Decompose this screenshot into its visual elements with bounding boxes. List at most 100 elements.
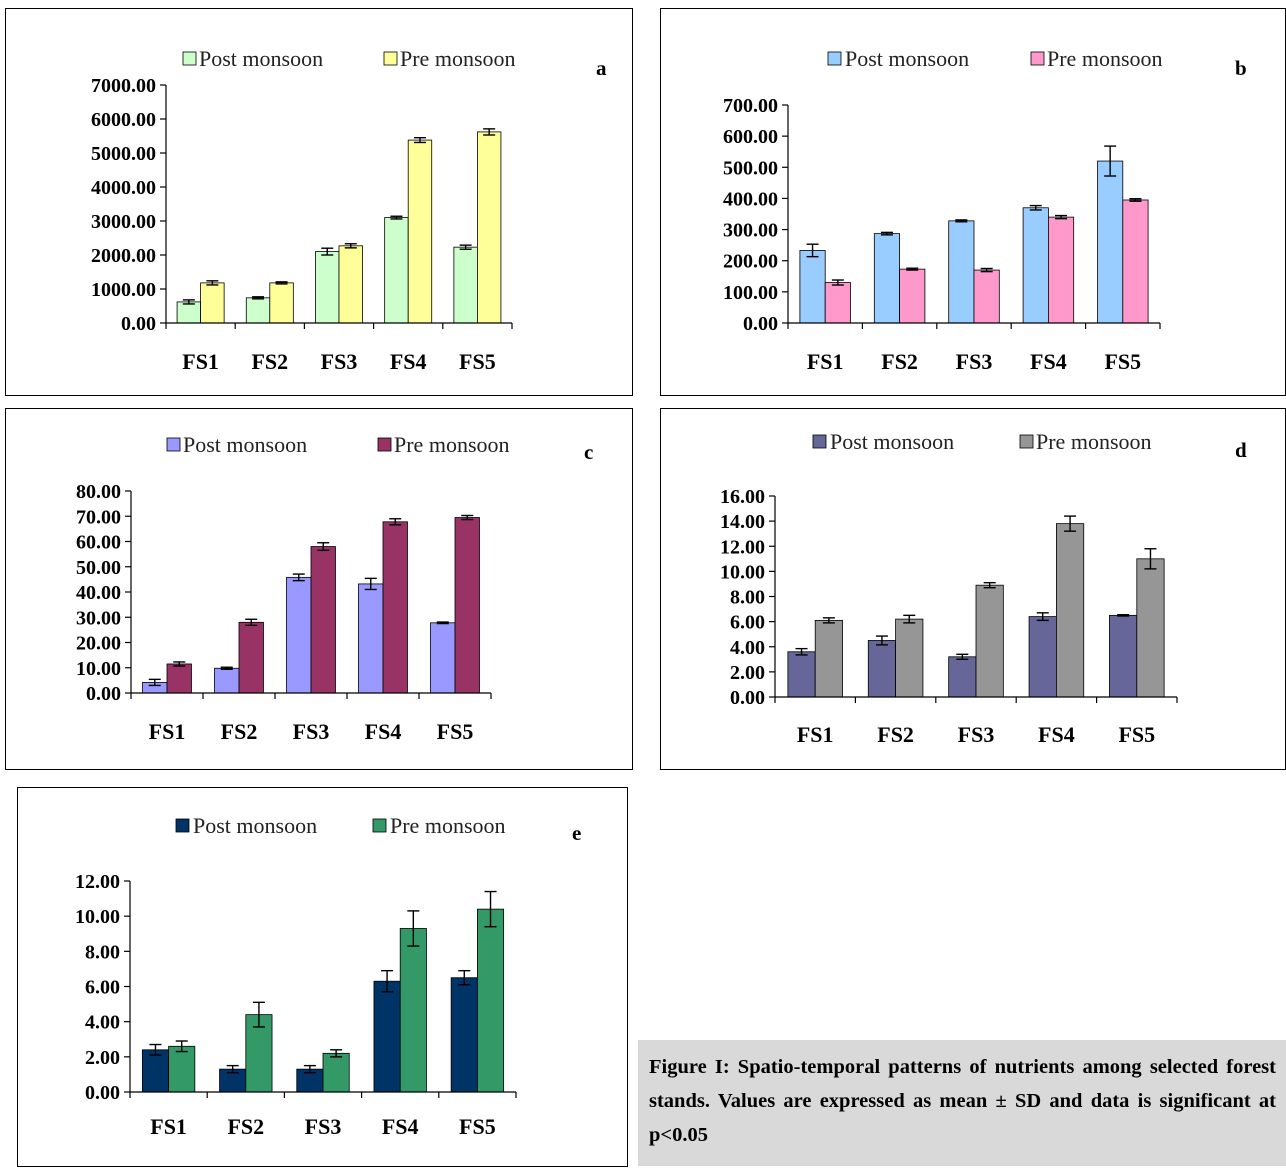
x-tick-label: FS5 [1118, 722, 1155, 747]
bar [867, 640, 897, 698]
bar [1122, 199, 1149, 324]
bar [453, 246, 478, 324]
legend-label-post-monsoon: Post monsoon [183, 432, 307, 457]
y-tick-label: 4.00 [85, 1012, 120, 1034]
bar [238, 621, 264, 694]
chart-panel-b: 0.00 100.00 200.00 300.00 400.00 500.00 600.00… [660, 8, 1286, 396]
y-tick-label: 3000.00 [91, 211, 156, 233]
y-tick-label: 700.00 [723, 95, 778, 117]
y-tick-label: 6000.00 [91, 109, 156, 131]
x-tick-label: FS3 [321, 349, 358, 374]
bar [214, 667, 240, 694]
x-tick-label: FS4 [382, 1114, 419, 1139]
bar [824, 282, 851, 324]
x-tick-label: FS1 [182, 349, 219, 374]
y-tick-label: 0.00 [86, 683, 121, 705]
bar [200, 282, 225, 324]
y-tick-label: 30.00 [76, 607, 121, 629]
x-tick-label: FS1 [149, 719, 186, 744]
bar [899, 268, 926, 324]
y-tick-label: 10.00 [76, 658, 121, 680]
bar [166, 663, 192, 694]
bar [873, 233, 901, 324]
legend-label-post-monsoon: Post monsoon [830, 429, 954, 454]
legend-label-post-monsoon: Post monsoon [845, 46, 969, 71]
y-tick-label: 400.00 [723, 188, 778, 210]
bar [176, 301, 202, 324]
bar [384, 217, 409, 324]
x-tick-label: FS2 [227, 1114, 264, 1139]
x-tick-label: FS3 [956, 349, 993, 374]
bar [476, 131, 502, 324]
legend-label-post-monsoon: Post monsoon [199, 46, 323, 71]
y-tick-label: 4.00 [730, 637, 765, 659]
bar [1022, 207, 1049, 324]
bar [476, 908, 505, 1093]
chart-panel-a: 0.00 1000.00 2000.00 3000.00 4000.00 5000.00 6… [5, 8, 633, 396]
legend-swatch-post-monsoon [182, 51, 197, 66]
legend-label-pre-monsoon: Pre monsoon [1047, 46, 1163, 71]
bar [430, 622, 456, 694]
bar [450, 977, 478, 1093]
bar [799, 250, 826, 324]
bar [310, 546, 336, 694]
panel-label: a [596, 56, 607, 80]
y-tick-label: 2000.00 [91, 245, 156, 267]
legend-swatch-pre-monsoon [1019, 434, 1034, 449]
bar [245, 297, 271, 324]
x-tick-label: FS5 [459, 349, 496, 374]
bar [948, 220, 975, 324]
y-tick-label: 6.00 [85, 977, 120, 999]
y-tick-label: 12.00 [75, 871, 120, 893]
y-tick-label: 70.00 [76, 506, 121, 528]
bar [407, 139, 433, 324]
legend-swatch-pre-monsoon [377, 437, 392, 452]
y-tick-label: 0.00 [743, 313, 778, 335]
legend-swatch-post-monsoon [166, 437, 181, 452]
bar [322, 1052, 350, 1093]
bar [269, 282, 294, 324]
figure-caption: Figure I: Spatio-temporal patterns of nu… [638, 1040, 1286, 1166]
y-tick-label: 16.00 [720, 486, 765, 508]
x-tick-label: FS2 [251, 349, 288, 374]
y-tick-label: 6.00 [730, 612, 765, 634]
bar [338, 245, 363, 324]
x-tick-label: FS4 [390, 349, 427, 374]
bar [141, 1049, 169, 1093]
legend-label-post-monsoon: Post monsoon [193, 813, 317, 838]
legend-label-pre-monsoon: Pre monsoon [390, 813, 506, 838]
y-tick-label: 50.00 [76, 557, 121, 579]
bar [1055, 523, 1085, 698]
panel-label: d [1235, 438, 1247, 462]
y-tick-label: 8.00 [730, 587, 765, 609]
x-tick-label: FS3 [293, 719, 330, 744]
chart-panel-c: 0.00 10.00 20.00 30.00 40.00 50.00 60.00 70.00 8… [5, 408, 633, 770]
y-tick-label: 10.00 [720, 561, 765, 583]
bar [814, 619, 843, 698]
bar [454, 517, 480, 694]
y-tick-label: 4000.00 [91, 177, 156, 199]
legend-swatch-pre-monsoon [1030, 51, 1045, 66]
panel-label: c [584, 440, 593, 464]
legend-label-pre-monsoon: Pre monsoon [400, 46, 516, 71]
bar [1109, 614, 1138, 698]
bar [948, 656, 977, 698]
bar [1047, 216, 1075, 324]
bar [895, 618, 924, 698]
bar [168, 1045, 196, 1093]
x-tick-label: FS1 [150, 1114, 187, 1139]
y-tick-label: 40.00 [76, 582, 121, 604]
x-tick-label: FS2 [221, 719, 258, 744]
y-tick-label: 80.00 [76, 481, 121, 503]
panel-label: b [1235, 56, 1247, 80]
y-tick-label: 20.00 [76, 633, 121, 655]
y-tick-label: 1000.00 [91, 279, 156, 301]
bar [373, 980, 401, 1093]
bar [358, 583, 384, 694]
y-tick-label: 500.00 [723, 157, 778, 179]
legend-swatch-pre-monsoon [383, 51, 398, 66]
legend-label-pre-monsoon: Pre monsoon [394, 432, 510, 457]
bar-chart-d: 0.00 2.00 4.00 6.00 8.00 10.00 12.00 14.00 16.00… [720, 429, 1247, 747]
bar [1028, 616, 1057, 698]
y-tick-label: 100.00 [723, 282, 778, 304]
